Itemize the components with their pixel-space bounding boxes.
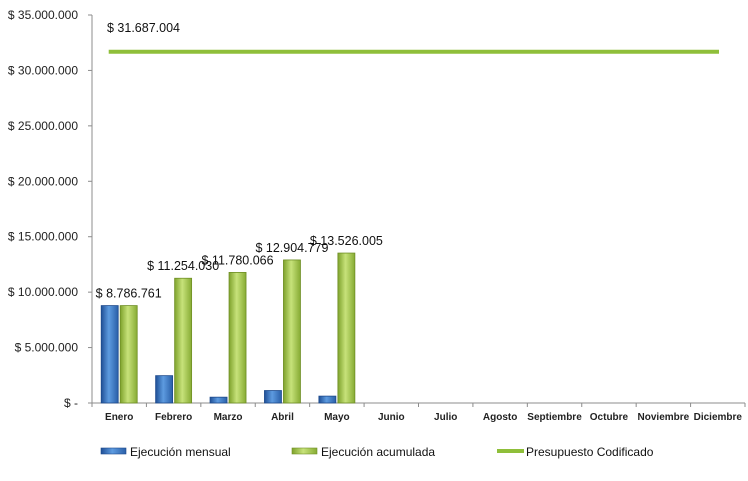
bar-ejecucion-mensual — [155, 375, 174, 404]
x-tick-label: Enero — [105, 412, 133, 423]
y-tick-label: $ 30.000.000 — [8, 63, 78, 77]
bar-ejecucion-acumulada — [228, 272, 247, 404]
x-axis: Enero Febrero Marzo Abril Mayo Junio Julio Agos… — [91, 402, 746, 423]
data-label-presupuesto: $ 31.687.004 — [107, 21, 180, 35]
x-tick-label: Junio — [378, 412, 405, 423]
x-tick-label: Mayo — [324, 412, 350, 423]
x-tick-label: Agosto — [483, 412, 517, 423]
legend: Ejecución mensual Ejecución acumulada Pres… — [100, 445, 654, 459]
data-labels: $ 8.786.761 $ 11.254.030$ 11.780.066$ 12.… — [96, 21, 383, 301]
x-tick-label: Noviembre — [638, 412, 690, 423]
bar-ejecucion-acumulada — [119, 305, 138, 404]
bar-ejecucion-mensual — [318, 395, 337, 404]
legend-label-acumulada: Ejecución acumulada — [321, 445, 435, 459]
legend-label-presupuesto: Presupuesto Codificado — [526, 445, 654, 459]
legend-label-mensual: Ejecución mensual — [130, 445, 231, 459]
data-label-acumulada: $ 13.526.005 — [310, 234, 383, 248]
y-tick-label: $ 10.000.000 — [8, 285, 78, 299]
x-tick-label: Octubre — [590, 412, 629, 423]
data-label-acumulada: $ 11.254.030 — [147, 259, 219, 273]
y-tick-label: $ - — [64, 396, 78, 410]
x-tick-label: Diciembre — [694, 412, 743, 423]
x-tick-label: Marzo — [214, 412, 243, 423]
y-tick-label: $ 35.000.000 — [8, 8, 78, 22]
x-tick-label: Septiembre — [527, 412, 582, 423]
bar-ejecucion-mensual — [209, 396, 228, 404]
bar-ejecucion-mensual — [264, 390, 282, 404]
y-tick-label: $ 15.000.000 — [8, 230, 78, 244]
data-label-acumulada: $ 11.780.066 — [202, 253, 274, 267]
bars — [100, 252, 356, 404]
bar-ejecucion-acumulada — [174, 277, 193, 404]
y-tick-label: $ 20.000.000 — [8, 174, 78, 188]
bar-ejecucion-acumulada — [283, 259, 301, 404]
x-tick-label: Abril — [271, 412, 294, 423]
y-tick-label: $ 5.000.000 — [15, 341, 79, 355]
data-label-acumulada: $ 8.786.761 — [96, 287, 162, 301]
bar-ejecucion-acumulada — [337, 252, 356, 404]
data-label-acumulada: $ 12.904.779 — [255, 241, 328, 255]
x-tick-label: Julio — [434, 412, 457, 423]
y-axis: $ - $ 5.000.000 $ 10.000.000 $ 15.000.000 $ … — [8, 8, 93, 410]
legend-swatch-mensual — [100, 447, 127, 455]
legend-swatch-acumulada — [291, 447, 318, 455]
bar-ejecucion-mensual — [100, 305, 119, 404]
x-tick-label: Febrero — [155, 412, 192, 423]
y-tick-label: $ 25.000.000 — [8, 119, 78, 133]
